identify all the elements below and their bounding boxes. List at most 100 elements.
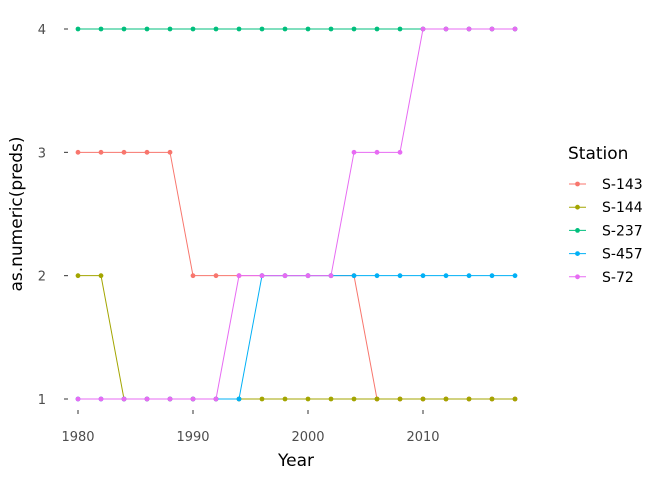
data-point — [121, 149, 127, 155]
series-s-144 — [75, 273, 518, 402]
data-point — [512, 273, 518, 279]
y-tick-label: 4 — [38, 23, 46, 38]
data-point — [259, 396, 265, 402]
x-tick-label: 1990 — [176, 430, 209, 445]
legend-label: S-143 — [602, 177, 643, 193]
legend-key-point — [575, 204, 580, 210]
data-point — [213, 26, 219, 32]
data-point — [328, 26, 334, 32]
data-point — [305, 273, 311, 279]
data-point — [259, 273, 265, 279]
data-point — [213, 396, 219, 402]
legend-item: S-457 — [569, 247, 643, 263]
data-point — [420, 273, 426, 279]
legend-item: S-237 — [569, 223, 643, 239]
legend-item: S-72 — [569, 270, 634, 286]
data-point — [75, 149, 81, 155]
data-point — [98, 26, 104, 32]
data-point — [144, 26, 150, 32]
data-point — [190, 273, 196, 279]
y-tick-label: 2 — [38, 270, 46, 285]
series-s-72 — [75, 26, 518, 402]
data-point — [236, 396, 242, 402]
y-tick-label: 3 — [38, 146, 46, 161]
data-point — [512, 26, 518, 32]
data-point — [305, 26, 311, 32]
data-point — [75, 26, 81, 32]
data-point — [282, 273, 288, 279]
data-point — [466, 26, 472, 32]
data-point — [328, 396, 334, 402]
legend-label: S-144 — [602, 200, 643, 216]
x-tick-label: 2000 — [291, 430, 324, 445]
data-point — [167, 149, 173, 155]
legend-item: S-143 — [569, 177, 643, 193]
data-point — [121, 396, 127, 402]
y-axis-title: as.numeric(preds) — [7, 136, 27, 291]
data-point — [397, 273, 403, 279]
data-point — [374, 149, 380, 155]
data-point — [75, 273, 81, 279]
data-point — [75, 396, 81, 402]
legend-key-point — [575, 181, 580, 187]
data-point — [351, 26, 357, 32]
series-line — [78, 275, 515, 400]
data-point — [466, 273, 472, 279]
data-point — [374, 26, 380, 32]
data-point — [282, 26, 288, 32]
data-point — [351, 396, 357, 402]
x-tick-label: 1980 — [61, 430, 94, 445]
data-point — [466, 396, 472, 402]
data-point — [443, 26, 449, 32]
data-point — [167, 26, 173, 32]
data-point — [236, 273, 242, 279]
data-point — [374, 273, 380, 279]
data-point — [420, 26, 426, 32]
data-point — [443, 396, 449, 402]
data-point — [144, 149, 150, 155]
data-point — [259, 26, 265, 32]
x-tick-label: 2010 — [406, 430, 439, 445]
data-point — [351, 149, 357, 155]
data-point — [98, 396, 104, 402]
x-tick-group: 1980 1990 2000 2010 — [61, 410, 440, 445]
series-s-457 — [75, 273, 518, 402]
legend-item: S-144 — [569, 200, 643, 216]
legend-key-point — [575, 228, 580, 233]
legend-key-point — [575, 251, 580, 256]
data-point — [489, 396, 495, 402]
data-point — [121, 26, 127, 32]
legend-label: S-457 — [602, 247, 643, 263]
data-point — [98, 149, 104, 155]
data-point — [213, 273, 219, 279]
data-point — [512, 396, 518, 402]
data-point — [397, 149, 403, 155]
data-point — [190, 26, 196, 32]
legend-label: S-237 — [602, 223, 643, 239]
data-point — [328, 273, 334, 279]
data-point — [144, 396, 150, 402]
y-tick-label: 1 — [38, 393, 46, 408]
series-line — [78, 28, 515, 400]
legend-title: Station — [568, 144, 628, 164]
series-line — [78, 275, 515, 400]
data-point — [98, 273, 104, 279]
y-tick-group: 1 2 3 4 — [38, 23, 68, 408]
data-point — [374, 396, 380, 402]
data-point — [190, 396, 196, 402]
x-axis-title: Year — [277, 451, 314, 471]
data-point — [489, 26, 495, 32]
data-point — [397, 26, 403, 32]
data-point — [236, 26, 242, 32]
y-axis: 1 2 3 4 — [38, 23, 68, 408]
data-point — [167, 396, 173, 402]
data-point — [420, 396, 426, 402]
x-axis: 1980 1990 2000 2010 — [61, 410, 440, 445]
data-point — [305, 396, 311, 402]
legend-key-point — [575, 274, 580, 280]
legend: Station S-143 S-144 S-237 S-457 S-72 — [568, 144, 643, 286]
plot-area — [75, 26, 518, 402]
data-point — [489, 273, 495, 279]
legend-items: S-143 S-144 S-237 S-457 S-72 — [569, 177, 643, 286]
